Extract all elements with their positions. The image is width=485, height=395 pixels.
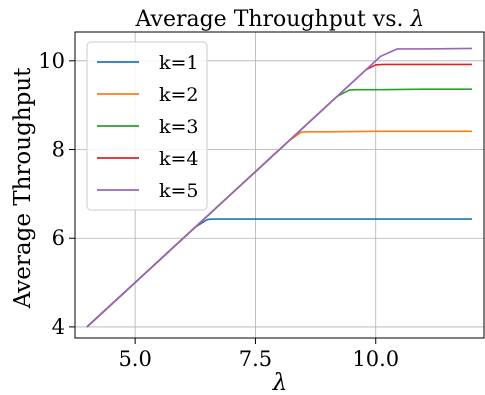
legend-label: k=5 [159,180,199,202]
y-tick-label: 6 [52,226,65,250]
x-tick-label: 7.5 [239,347,272,371]
plot-frame [74,31,485,339]
x-tick-label: 10.0 [352,347,399,371]
x-tick-label: 5.0 [118,347,151,371]
y-tick-label: 8 [52,138,65,162]
legend-label: k=4 [159,148,199,170]
legend-label: k=2 [159,84,199,106]
series-line-k=1 [86,218,472,328]
legend: k=1 k=2 k=3 k=4 k=5 [86,41,208,211]
series-line-k=5 [86,47,473,328]
axis-ticks: 5.0 7.5 10.0 4 6 8 10 [38,49,399,371]
x-axis-label: λ [272,370,288,395]
y-axis-label: Average Throughput [10,67,36,310]
series-group [86,47,473,328]
legend-label: k=3 [159,116,199,138]
legend-label: k=1 [159,52,199,74]
y-tick-label: 10 [38,49,65,73]
legend-box [86,41,208,211]
y-tick-label: 4 [52,315,65,339]
chart-title: Average Throughput vs. λ [135,7,425,32]
